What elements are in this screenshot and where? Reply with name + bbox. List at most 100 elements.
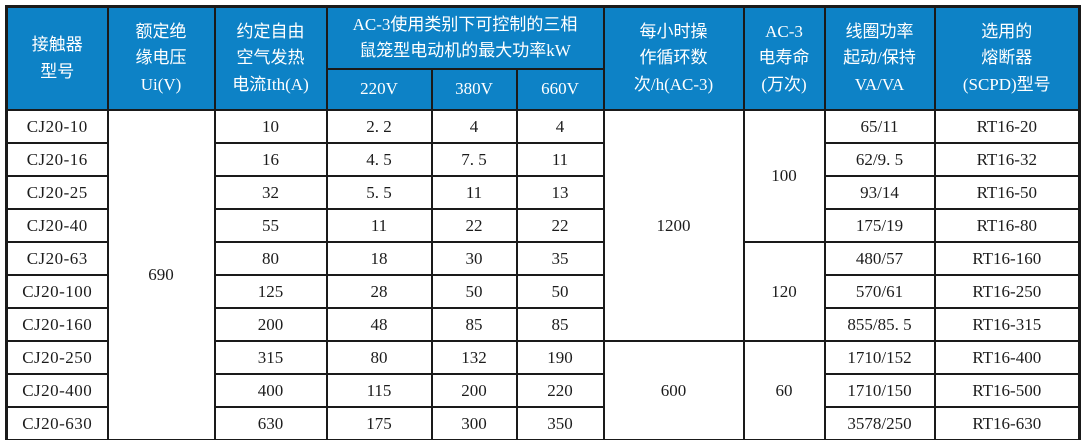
cell-p220: 11 [325, 208, 433, 243]
cell-model: CJ20-63 [5, 241, 109, 276]
header-operating-cycles: 每小时操 作循环数 次/h(AC-3) [602, 5, 745, 111]
cell-p380: 4 [430, 109, 518, 144]
cell-p220: 48 [325, 307, 433, 342]
cell-cycles-merged: 600 [602, 340, 745, 440]
cell-p220: 4. 5 [325, 142, 433, 177]
cell-p660: 190 [515, 340, 605, 375]
cell-p380: 22 [430, 208, 518, 243]
cell-p220: 115 [325, 373, 433, 408]
cell-p660: 350 [515, 406, 605, 440]
cell-ith: 80 [213, 241, 328, 276]
cell-coil: 570/61 [823, 274, 936, 309]
cell-p380: 7. 5 [430, 142, 518, 177]
header-ac3-max-power: AC-3使用类别下可控制的三相 鼠笼型电动机的最大功率kW [325, 5, 605, 70]
cell-fuse: RT16-50 [933, 175, 1081, 210]
cell-model: CJ20-40 [5, 208, 109, 243]
subheader-380v: 380V [430, 68, 518, 111]
table-row: CJ20-630 630 175 300 350 3578/250 RT16-6… [5, 406, 1081, 440]
cell-fuse: RT16-315 [933, 307, 1081, 342]
cell-coil: 480/57 [823, 241, 936, 276]
cell-p380: 30 [430, 241, 518, 276]
cell-model: CJ20-630 [5, 406, 109, 440]
cell-model: CJ20-160 [5, 307, 109, 342]
cell-model: CJ20-400 [5, 373, 109, 408]
cell-coil: 1710/150 [823, 373, 936, 408]
cell-coil: 175/19 [823, 208, 936, 243]
cell-ith: 16 [213, 142, 328, 177]
cell-model: CJ20-16 [5, 142, 109, 177]
cell-ith: 32 [213, 175, 328, 210]
table-body: CJ20-10 690 10 2. 2 4 4 1200 100 65/11 R… [5, 109, 1081, 440]
cell-p220: 28 [325, 274, 433, 309]
cell-p660: 220 [515, 373, 605, 408]
cell-p380: 11 [430, 175, 518, 210]
cell-fuse: RT16-80 [933, 208, 1081, 243]
header-electrical-life: AC-3 电寿命 (万次) [742, 5, 826, 111]
cell-p220: 5. 5 [325, 175, 433, 210]
cell-model: CJ20-250 [5, 340, 109, 375]
table-header: 接触器 型号 额定绝 缘电压 Ui(V) 约定自由 空气发热 电流Ith(A) … [5, 5, 1081, 111]
cell-ith: 400 [213, 373, 328, 408]
cell-life-merged: 120 [742, 241, 826, 342]
cell-life-merged: 60 [742, 340, 826, 440]
cell-p220: 2. 2 [325, 109, 433, 144]
cell-cycles-merged: 1200 [602, 109, 745, 342]
cell-p380: 85 [430, 307, 518, 342]
cell-p220: 80 [325, 340, 433, 375]
cell-coil: 1710/152 [823, 340, 936, 375]
cell-p660: 13 [515, 175, 605, 210]
cell-fuse: RT16-160 [933, 241, 1081, 276]
cell-model: CJ20-25 [5, 175, 109, 210]
header-fuse-type: 选用的 熔断器 (SCPD)型号 [933, 5, 1081, 111]
cell-p220: 175 [325, 406, 433, 440]
cell-ith: 315 [213, 340, 328, 375]
cell-fuse: RT16-400 [933, 340, 1081, 375]
table-row: CJ20-63 80 18 30 35 120 480/57 RT16-160 [5, 241, 1081, 342]
table-row: CJ20-16 16 4. 5 7. 5 11 62/9. 5 RT16-32 [5, 142, 1081, 177]
cell-coil: 3578/250 [823, 406, 936, 440]
table-row: CJ20-400 400 115 200 220 1710/150 RT16-5… [5, 373, 1081, 408]
table-row: CJ20-10 690 10 2. 2 4 4 1200 100 65/11 R… [5, 109, 1081, 440]
cell-p380: 50 [430, 274, 518, 309]
cell-p380: 300 [430, 406, 518, 440]
table-row: CJ20-160 200 48 85 85 855/85. 5 RT16-315 [5, 307, 1081, 342]
header-coil-power: 线圈功率 起动/保持 VA/VA [823, 5, 936, 111]
cell-ith: 55 [213, 208, 328, 243]
cell-fuse: RT16-630 [933, 406, 1081, 440]
table-row: CJ20-250 315 80 132 190 600 60 1710/152 … [5, 340, 1081, 440]
cell-p660: 50 [515, 274, 605, 309]
cell-coil: 93/14 [823, 175, 936, 210]
header-rated-insulation-voltage: 额定绝 缘电压 Ui(V) [106, 5, 216, 111]
cell-p220: 18 [325, 241, 433, 276]
cell-fuse: RT16-250 [933, 274, 1081, 309]
header-contactor-model: 接触器 型号 [5, 5, 109, 111]
cell-fuse: RT16-32 [933, 142, 1081, 177]
cell-p380: 132 [430, 340, 518, 375]
cell-ith: 200 [213, 307, 328, 342]
cell-fuse: RT16-500 [933, 373, 1081, 408]
cell-model: CJ20-100 [5, 274, 109, 309]
cell-ith: 125 [213, 274, 328, 309]
cell-ith: 10 [213, 109, 328, 144]
cell-p660: 11 [515, 142, 605, 177]
table-row: CJ20-25 32 5. 5 11 13 93/14 RT16-50 [5, 175, 1081, 210]
cell-p660: 85 [515, 307, 605, 342]
cell-p660: 4 [515, 109, 605, 144]
cell-model: CJ20-10 [5, 109, 109, 144]
header-conventional-thermal-current: 约定自由 空气发热 电流Ith(A) [213, 5, 328, 111]
cell-p380: 200 [430, 373, 518, 408]
cell-coil: 65/11 [823, 109, 936, 144]
table-row: CJ20-40 55 11 22 22 175/19 RT16-80 [5, 208, 1081, 243]
cell-ith: 630 [213, 406, 328, 440]
cell-coil: 62/9. 5 [823, 142, 936, 177]
cell-fuse: RT16-20 [933, 109, 1081, 144]
cell-life-merged: 100 [742, 109, 826, 243]
cell-coil: 855/85. 5 [823, 307, 936, 342]
subheader-220v: 220V [325, 68, 433, 111]
cell-p660: 22 [515, 208, 605, 243]
subheader-660v: 660V [515, 68, 605, 111]
contactor-spec-table: 接触器 型号 额定绝 缘电压 Ui(V) 约定自由 空气发热 电流Ith(A) … [5, 5, 1082, 440]
cell-p660: 35 [515, 241, 605, 276]
cell-ui-voltage-merged: 690 [106, 109, 216, 440]
